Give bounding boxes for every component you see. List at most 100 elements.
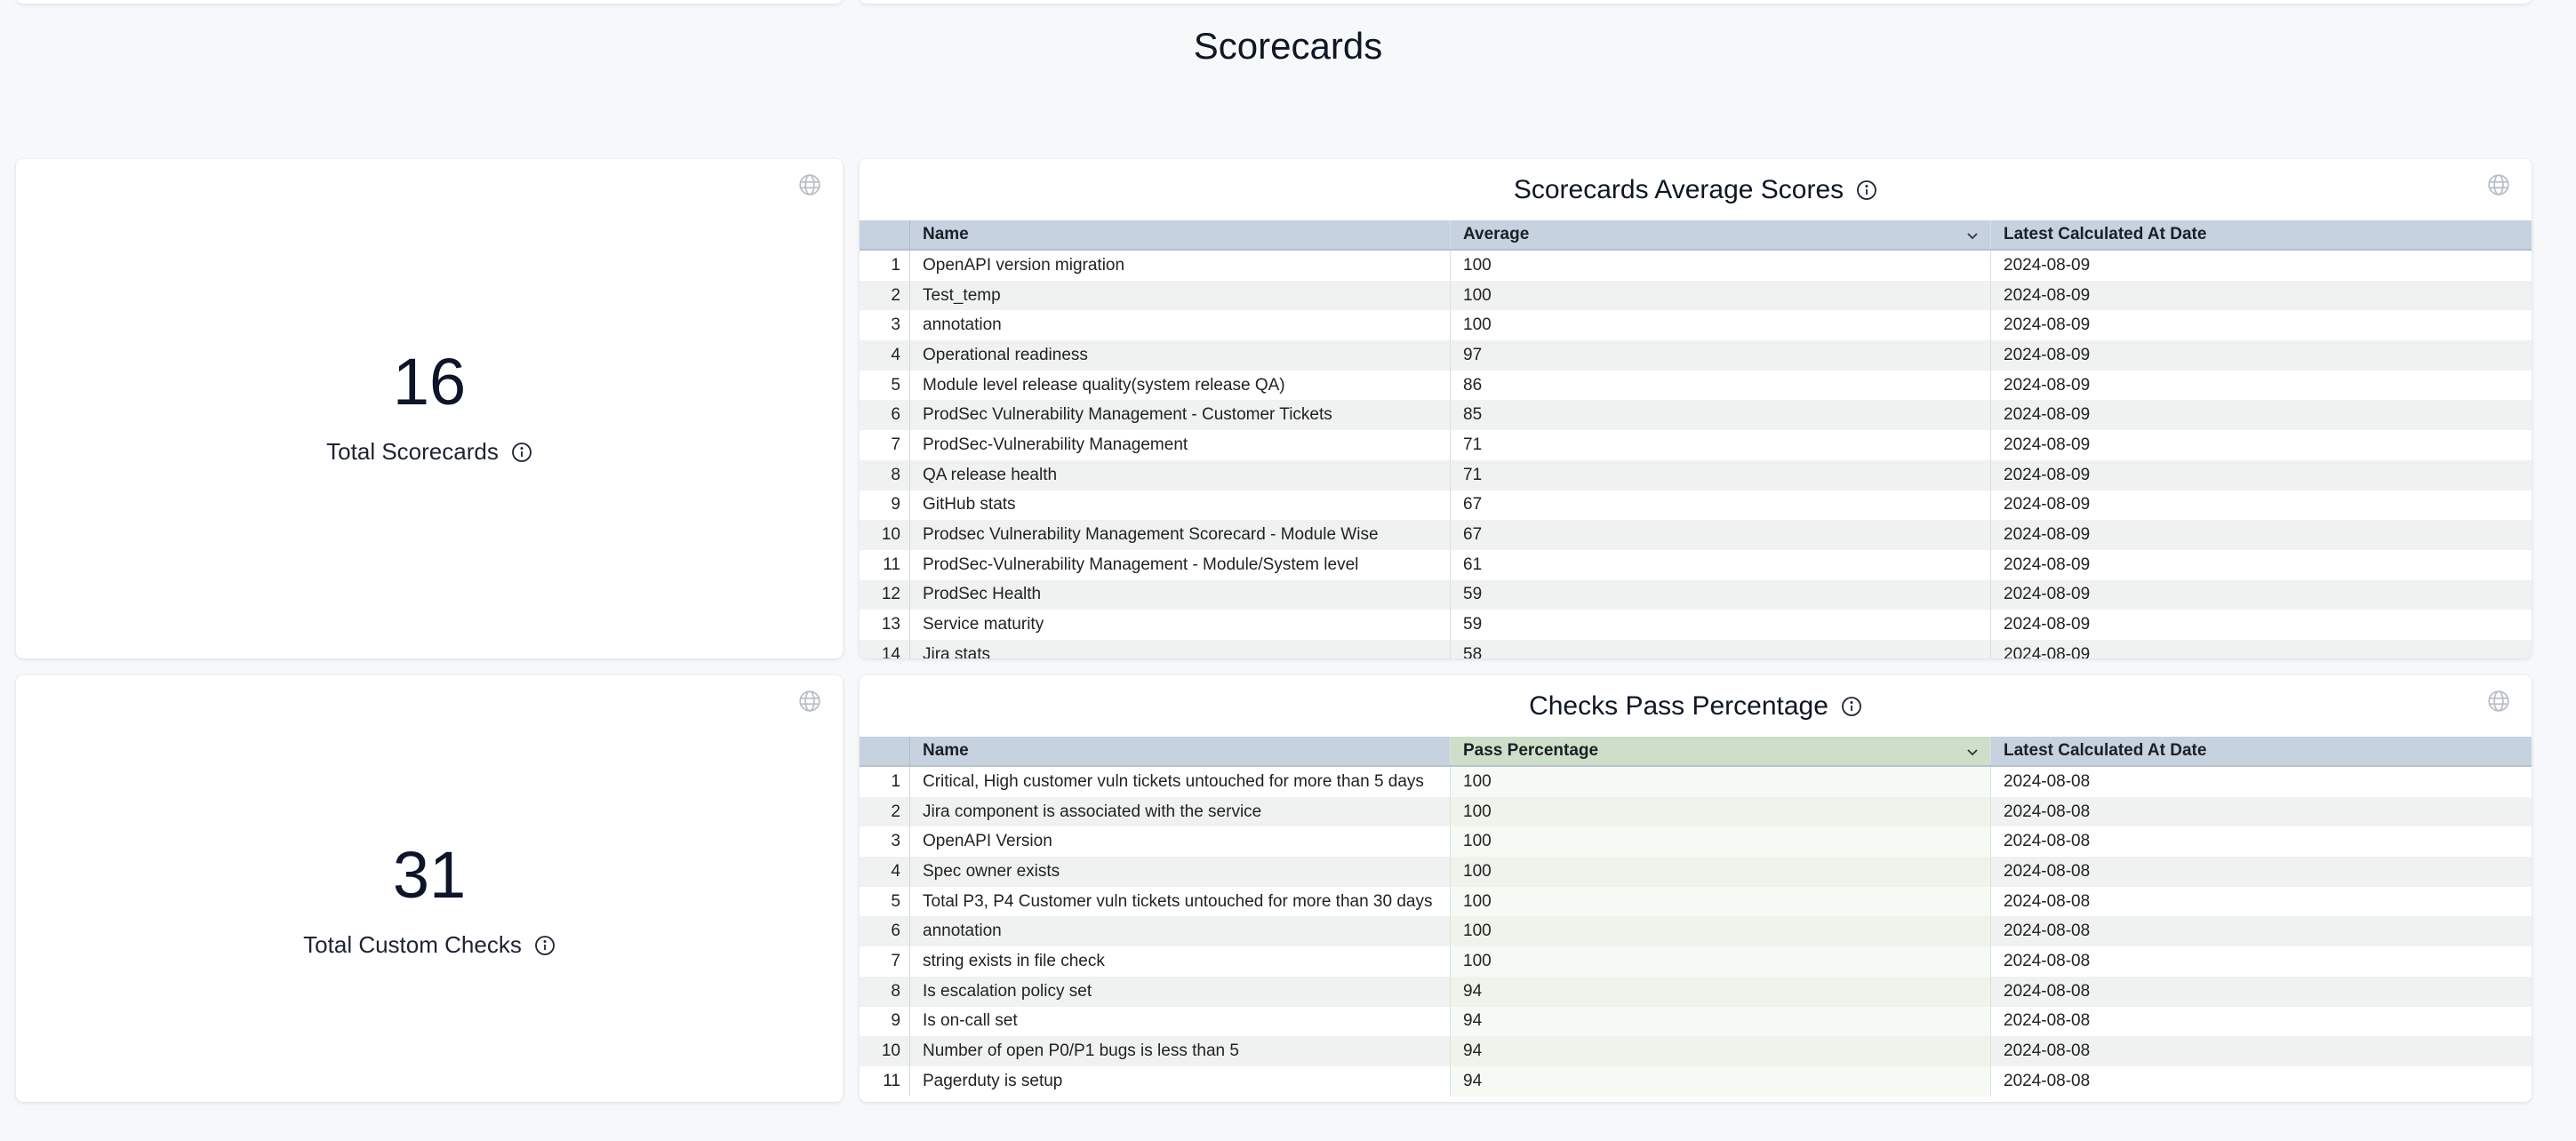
value-cell: 100 — [1451, 767, 1991, 797]
name-cell: Spec owner exists — [910, 857, 1451, 887]
name-cell: ProdSec-Vulnerability Management - Modul… — [910, 549, 1451, 580]
column-header-label: Name — [923, 225, 969, 243]
table-row[interactable]: 5 Module level release quality(system rel… — [860, 370, 2532, 401]
column-header[interactable]: Name — [910, 737, 1451, 765]
table-row[interactable]: 9 Is on-call set 94 2024-08-08 — [860, 1006, 2532, 1037]
value-cell: 100 — [1451, 916, 1991, 947]
table-row[interactable]: 5 Total P3, P4 Customer vuln tickets unto… — [860, 886, 2532, 917]
table-row[interactable]: 4 Operational readiness 97 2024-08-09 — [860, 340, 2532, 371]
table-row[interactable]: 13 Service maturity 59 2024-08-09 — [860, 610, 2532, 640]
column-header[interactable]: Pass Percentage — [1451, 737, 1991, 765]
table-row[interactable]: 3 OpenAPI Version 100 2024-08-08 — [860, 826, 2532, 858]
info-icon[interactable] — [534, 935, 556, 956]
column-header[interactable]: Name — [910, 220, 1451, 249]
row-number: 2 — [860, 796, 910, 827]
column-header[interactable]: Average — [1451, 220, 1991, 249]
value-cell: 100 — [1451, 886, 1991, 917]
chevron-down-icon[interactable] — [1965, 228, 1980, 243]
value-cell: 71 — [1451, 430, 1991, 460]
stat-value: 31 — [392, 838, 467, 912]
name-cell: Pagerduty is setup — [910, 1065, 1451, 1097]
total-custom-checks-card: 31 Total Custom Checks — [16, 675, 843, 1102]
row-number: 13 — [860, 610, 910, 640]
table-row[interactable]: 8 QA release health 71 2024-08-09 — [860, 459, 2532, 491]
name-cell: Prodsec Vulnerability Management Scoreca… — [910, 520, 1451, 550]
globe-icon[interactable] — [2487, 173, 2510, 196]
table-row[interactable]: 10 Prodsec Vulnerability Management Score… — [860, 520, 2532, 550]
date-cell: 2024-08-08 — [2004, 802, 2091, 821]
row-number: 1 — [860, 251, 910, 281]
card-above-left — [16, 0, 843, 4]
value-cell: 94 — [1451, 1006, 1991, 1037]
scorecards-average-scores-card: Scorecards Average Scores Name Average Lat… — [860, 159, 2532, 658]
name-cell: ProdSec Health — [910, 579, 1451, 610]
table-row[interactable]: 7 string exists in file check 100 2024-08-0… — [860, 946, 2532, 977]
value-cell: 59 — [1451, 610, 1991, 640]
date-cell: 2024-08-08 — [2004, 951, 2091, 970]
value-cell: 97 — [1451, 340, 1991, 371]
stat-label: Total Custom Checks — [303, 931, 522, 958]
value-cell: 85 — [1451, 400, 1991, 431]
table-row[interactable]: 9 GitHub stats 67 2024-08-09 — [860, 490, 2532, 521]
value-cell: 100 — [1451, 857, 1991, 887]
value-cell: 59 — [1451, 579, 1991, 610]
card-title: Checks Pass Percentage — [1529, 691, 1828, 721]
table-row[interactable]: 1 OpenAPI version migration 100 2024-08-09 — [860, 251, 2532, 281]
globe-icon[interactable] — [2487, 690, 2510, 713]
column-header[interactable]: Latest Calculated At Date — [1991, 220, 2532, 249]
info-icon[interactable] — [1841, 696, 1862, 717]
value-cell: 94 — [1451, 976, 1991, 1007]
date-cell: 2024-08-08 — [2004, 922, 2091, 941]
name-cell: Is on-call set — [910, 1006, 1451, 1037]
value-cell: 100 — [1451, 826, 1991, 858]
column-header-label: Latest Calculated At Date — [2004, 741, 2207, 760]
date-cell: 2024-08-08 — [2004, 771, 2091, 791]
table-row[interactable]: 11 Pagerduty is setup 94 2024-08-08 — [860, 1065, 2532, 1097]
name-cell: OpenAPI version migration — [910, 251, 1451, 281]
table-row[interactable]: 2 Test_temp 100 2024-08-09 — [860, 280, 2532, 311]
card-title: Scorecards Average Scores — [1513, 175, 1844, 204]
globe-icon[interactable] — [798, 173, 821, 196]
value-cell: 58 — [1451, 639, 1991, 658]
table-row[interactable]: 7 ProdSec-Vulnerability Management 71 2024-… — [860, 430, 2532, 460]
name-cell: Jira component is associated with the se… — [910, 796, 1451, 827]
table-row[interactable]: 6 annotation 100 2024-08-08 — [860, 916, 2532, 947]
date-cell: 2024-08-09 — [2004, 345, 2091, 364]
date-cell: 2024-08-09 — [2004, 615, 2091, 634]
stat-block: 31 Total Custom Checks — [16, 842, 843, 959]
value-cell: 100 — [1451, 280, 1991, 311]
row-number: 6 — [860, 400, 910, 431]
date-cell: 2024-08-08 — [2004, 1071, 2091, 1090]
table-row[interactable]: 8 Is escalation policy set 94 2024-08-08 — [860, 976, 2532, 1007]
row-number: 14 — [860, 639, 910, 658]
table-row[interactable]: 1 Critical, High customer vuln tickets un… — [860, 767, 2532, 797]
table-row[interactable]: 3 annotation 100 2024-08-09 — [860, 310, 2532, 341]
row-number: 12 — [860, 579, 910, 610]
card-above-right — [860, 0, 2532, 4]
date-cell: 2024-08-09 — [2004, 465, 2091, 484]
date-cell: 2024-08-08 — [2004, 981, 2091, 1001]
table-row[interactable]: 12 ProdSec Health 59 2024-08-09 — [860, 579, 2532, 610]
table-row[interactable]: 14 Jira stats 58 2024-08-09 — [860, 639, 2532, 658]
name-cell: Is escalation policy set — [910, 976, 1451, 1007]
row-number: 8 — [860, 459, 910, 491]
row-number: 7 — [860, 430, 910, 460]
chevron-down-icon[interactable] — [1965, 745, 1980, 759]
table-row[interactable]: 6 ProdSec Vulnerability Management - Cust… — [860, 400, 2532, 431]
globe-icon[interactable] — [798, 690, 821, 713]
name-cell: Jira stats — [910, 639, 1451, 658]
table-row[interactable]: 10 Number of open P0/P1 bugs is less than… — [860, 1036, 2532, 1066]
value-cell: 100 — [1451, 310, 1991, 341]
info-icon[interactable] — [511, 442, 532, 463]
value-cell: 67 — [1451, 490, 1991, 521]
table-row[interactable]: 2 Jira component is associated with the s… — [860, 796, 2532, 827]
info-icon[interactable] — [1856, 180, 1877, 201]
date-cell: 2024-08-08 — [2004, 832, 2091, 851]
date-cell: 2024-08-09 — [2004, 435, 2091, 454]
table-row[interactable]: 11 ProdSec-Vulnerability Management - Mod… — [860, 549, 2532, 580]
name-cell: ProdSec-Vulnerability Management — [910, 430, 1451, 460]
table-row[interactable]: 4 Spec owner exists 100 2024-08-08 — [860, 857, 2532, 887]
row-number: 4 — [860, 857, 910, 887]
column-header[interactable]: Latest Calculated At Date — [1991, 737, 2532, 765]
row-number: 11 — [860, 1065, 910, 1097]
